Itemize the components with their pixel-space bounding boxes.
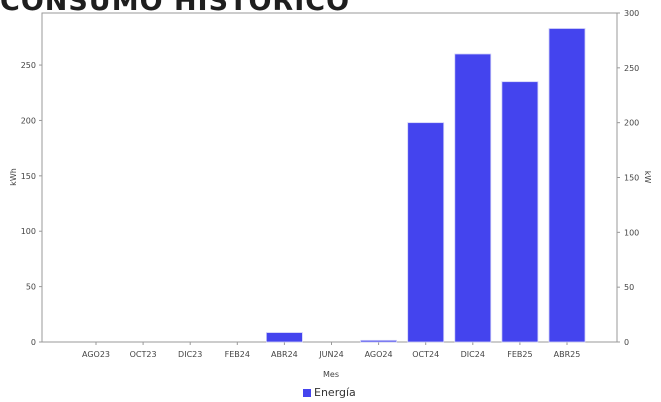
y-axis-left: 0 50 100 150 200 250 xyxy=(21,61,42,347)
y-tick-label: 200 xyxy=(21,116,36,125)
bar xyxy=(265,332,303,343)
x-tick-label: OCT23 xyxy=(130,350,157,359)
legend-label: Energía xyxy=(314,386,356,399)
x-tick-label: FEB24 xyxy=(225,350,250,359)
y2-tick-label: 100 xyxy=(624,228,639,237)
x-tick-label: AGO24 xyxy=(365,350,393,359)
x-tick-label: AGO23 xyxy=(82,350,110,359)
y2-tick-label: 150 xyxy=(624,174,639,183)
legend: Energía xyxy=(303,386,356,399)
y2-axis-title: kW xyxy=(643,171,652,184)
x-tick-label: JUN24 xyxy=(318,350,343,359)
bar xyxy=(501,81,539,343)
y2-tick-label: 300 xyxy=(624,9,639,18)
y-axis-right: 0 50 100 150 200 250 300 xyxy=(617,9,639,347)
y2-tick-label: 0 xyxy=(624,338,629,347)
y-tick-label: 250 xyxy=(21,61,36,70)
bar xyxy=(407,122,445,343)
x-axis: AGO23 OCT23 DIC23 FEB24 ABR24 JUN24 AGO24 OCT24… xyxy=(82,342,580,359)
x-tick-label: FEB25 xyxy=(507,350,532,359)
y2-tick-label: 250 xyxy=(624,64,639,73)
bar xyxy=(360,339,398,343)
y-tick-label: 50 xyxy=(26,283,36,292)
x-tick-label: DIC24 xyxy=(461,350,485,359)
bar xyxy=(454,53,492,343)
x-tick-label: OCT24 xyxy=(412,350,439,359)
x-tick-label: DIC23 xyxy=(178,350,202,359)
bar-series xyxy=(265,28,586,343)
x-tick-label: ABR24 xyxy=(271,350,298,359)
y2-tick-label: 50 xyxy=(624,283,634,292)
bar xyxy=(548,28,586,343)
x-axis-title: Mes xyxy=(323,370,339,379)
y-tick-label: 150 xyxy=(21,172,36,181)
legend-swatch xyxy=(303,388,311,397)
y-tick-label: 100 xyxy=(21,227,36,236)
y2-tick-label: 200 xyxy=(624,119,639,128)
y-tick-label: 0 xyxy=(31,338,36,347)
x-tick-label: ABR25 xyxy=(554,350,581,359)
y-axis-title: kWh xyxy=(9,168,18,186)
